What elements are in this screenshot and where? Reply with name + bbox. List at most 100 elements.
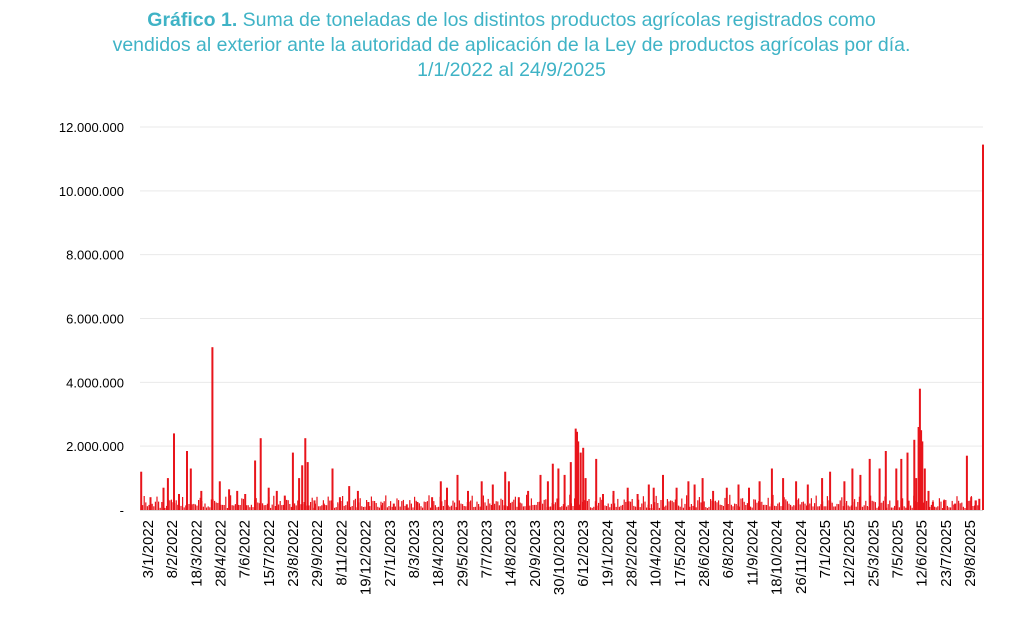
- bar: [283, 495, 286, 510]
- x-tick-label: 25/3/2025: [865, 520, 882, 587]
- bar: [306, 462, 309, 510]
- bar: [439, 481, 442, 510]
- x-tick-label: 15/7/2022: [261, 520, 278, 587]
- bar: [456, 474, 459, 510]
- title-line-3: 1/1/2022 al 24/9/2025: [417, 59, 606, 81]
- bar: [313, 500, 316, 510]
- bar: [913, 439, 916, 510]
- bar: [701, 478, 704, 510]
- bar: [140, 471, 143, 510]
- bar: [602, 494, 604, 510]
- x-tick-label: 8/2/2022: [164, 520, 181, 578]
- bar: [920, 430, 923, 510]
- x-tick-label: 8/11/2022: [333, 520, 350, 586]
- x-tick-label: 11/9/2024: [744, 520, 761, 586]
- bar: [931, 502, 934, 510]
- x-tick-label: 29/8/2025: [962, 520, 979, 587]
- daily-series: [140, 144, 984, 510]
- bar: [647, 484, 650, 510]
- bar: [577, 441, 580, 510]
- title-text-1: Suma de toneladas de los distintos produ…: [242, 9, 876, 31]
- x-tick-label: 18/4/2023: [430, 520, 447, 587]
- bar: [636, 494, 639, 510]
- bar: [851, 468, 854, 510]
- bar: [906, 452, 909, 510]
- bar: [244, 494, 247, 510]
- bar: [569, 462, 572, 510]
- bar: [693, 484, 696, 510]
- bar: [218, 481, 221, 510]
- bar: [467, 490, 469, 510]
- y-tick-label: 10.000.000: [59, 184, 124, 199]
- x-tick-label: 27/1/2023: [382, 520, 399, 587]
- bar: [927, 490, 930, 510]
- bar: [298, 478, 301, 510]
- x-tick-label: 6/12/2023: [575, 520, 592, 587]
- bar: [480, 481, 483, 510]
- title-line-2: vendidos al exterior ante la autoridad d…: [112, 34, 911, 56]
- bar: [381, 505, 383, 510]
- bar: [254, 460, 257, 510]
- y-tick-label: 12.000.000: [59, 120, 124, 135]
- bar: [259, 438, 262, 510]
- bar: [921, 441, 924, 510]
- bar: [584, 478, 587, 510]
- y-tick-label: 8.000.000: [66, 248, 124, 263]
- bar: [527, 490, 530, 510]
- bar: [504, 471, 507, 510]
- bar: [356, 490, 359, 510]
- x-tick-label: 23/8/2022: [285, 520, 302, 587]
- bar: [782, 478, 785, 510]
- x-tick-label: 29/5/2023: [454, 520, 471, 587]
- bar: [868, 458, 871, 510]
- bar: [895, 468, 898, 510]
- bar: [539, 474, 542, 510]
- bar: [725, 487, 728, 510]
- bar: [446, 487, 448, 510]
- chart-title: Gráfico 1. Suma de toneladas de los dist…: [0, 8, 1023, 83]
- bar: [652, 487, 655, 510]
- bar: [189, 468, 192, 510]
- bar: [737, 484, 740, 510]
- bar: [821, 478, 824, 510]
- x-tick-label: 28/6/2024: [696, 520, 713, 587]
- bar: [918, 388, 921, 510]
- title-prefix: Gráfico 1.: [147, 9, 238, 31]
- x-tick-label: 7/6/2022: [237, 520, 254, 578]
- bar: [770, 468, 773, 510]
- bar: [574, 428, 577, 510]
- bar: [612, 490, 615, 510]
- bar: [878, 468, 881, 510]
- grid: [140, 126, 983, 447]
- bar: [348, 486, 351, 510]
- x-axis: 3/1/2022 8/2/2022 18/3/2022 28/4/2022 7/6/20…: [140, 510, 983, 595]
- bar: [331, 468, 334, 510]
- bar: [943, 500, 945, 510]
- bar: [915, 478, 918, 510]
- bar: [228, 489, 231, 510]
- x-tick-label: 20/9/2023: [527, 520, 544, 587]
- x-tick-label: 19/1/2024: [599, 520, 616, 587]
- bar: [517, 497, 520, 510]
- bar: [970, 497, 973, 510]
- daily-series-baseline: [140, 494, 981, 510]
- y-tick-label: -: [120, 503, 124, 518]
- y-tick-label: 6.000.000: [66, 312, 124, 327]
- bar: [982, 144, 984, 510]
- bar: [923, 468, 926, 510]
- bar: [557, 468, 560, 510]
- bar: [579, 452, 582, 510]
- x-tick-label: 12/2/2025: [841, 520, 858, 587]
- bar: [431, 497, 434, 510]
- bar: [392, 503, 395, 510]
- x-tick-label: 17/5/2024: [672, 520, 689, 587]
- bar: [338, 497, 341, 510]
- bar: [806, 484, 809, 510]
- bar: [267, 487, 270, 510]
- x-tick-label: 10/4/2024: [648, 520, 665, 587]
- bar: [859, 474, 862, 510]
- bar: [978, 498, 981, 510]
- bar: [758, 481, 761, 510]
- bar: [166, 478, 169, 510]
